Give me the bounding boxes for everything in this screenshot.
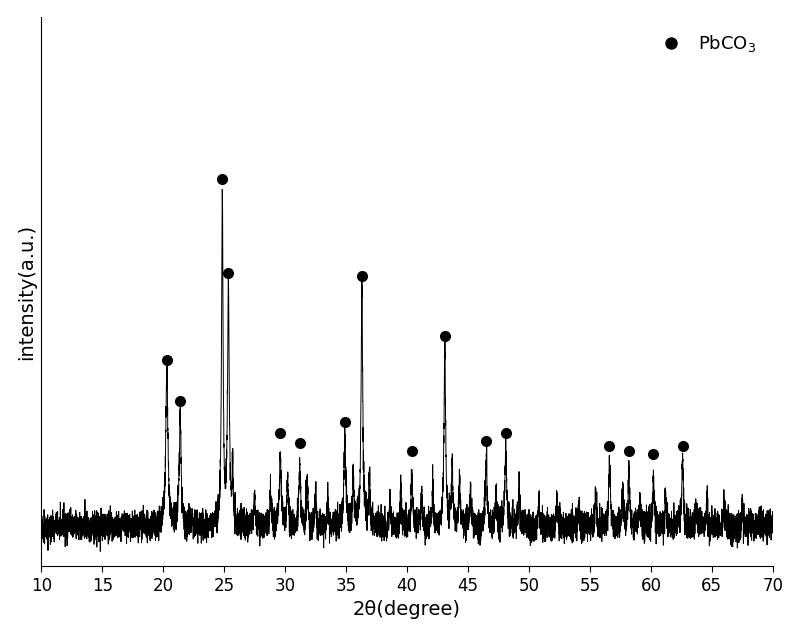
Y-axis label: intensity(a.u.): intensity(a.u.): [17, 223, 36, 359]
X-axis label: 2θ(degree): 2θ(degree): [353, 600, 461, 619]
Legend: PbCO$_3$: PbCO$_3$: [646, 25, 764, 61]
